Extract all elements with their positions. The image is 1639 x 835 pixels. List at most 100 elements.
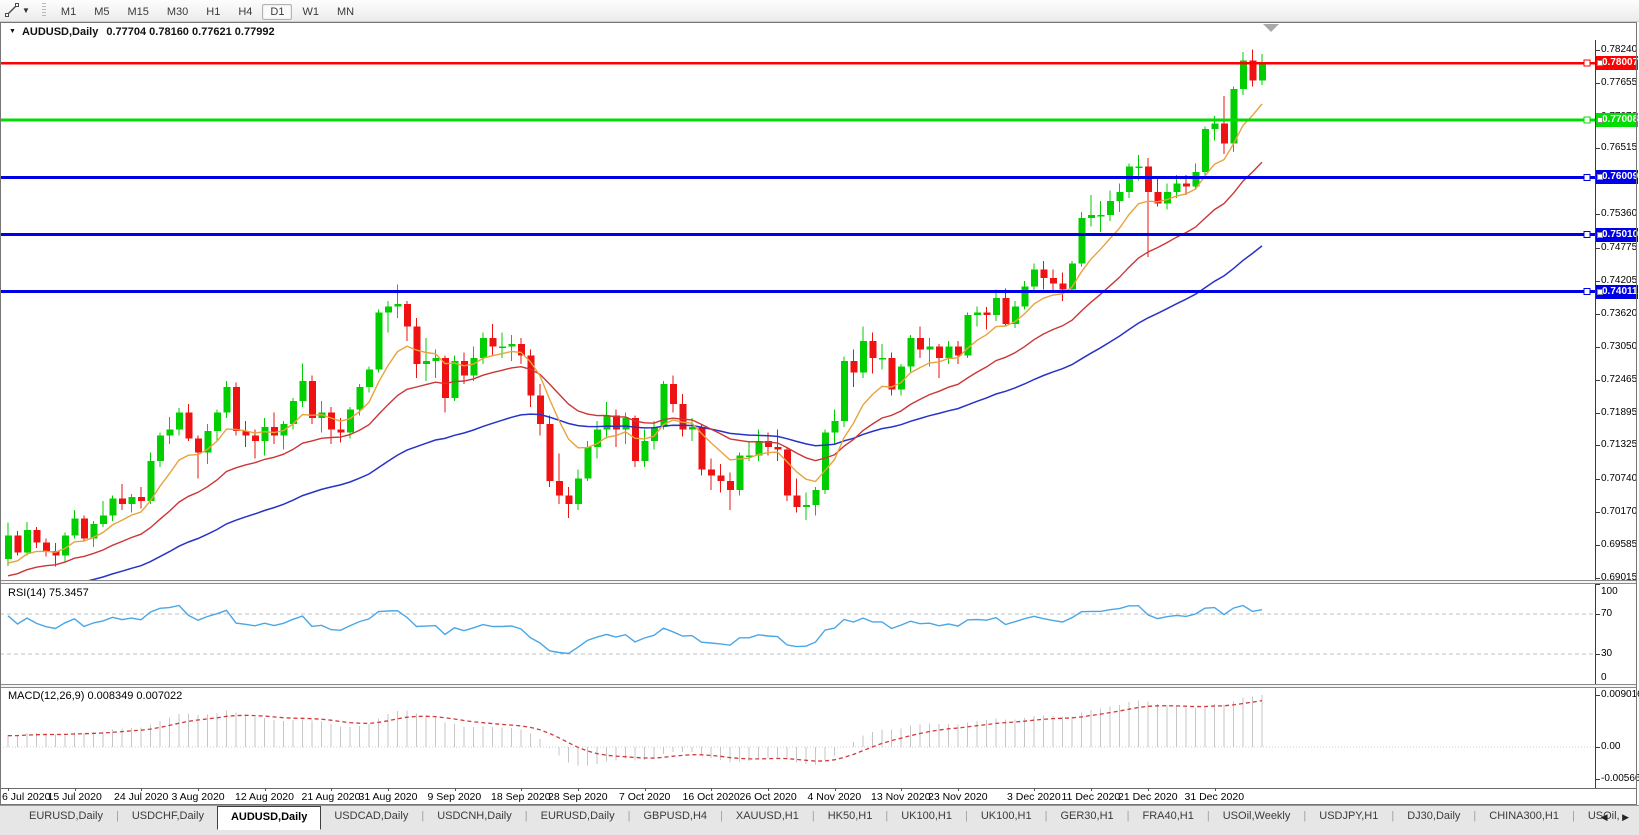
macd-panel[interactable] — [0, 688, 1596, 788]
hline-handle[interactable] — [1583, 288, 1591, 296]
chart-tab-eurusd-daily[interactable]: EURUSD,Daily — [540, 810, 615, 822]
hline-handle[interactable] — [1583, 173, 1591, 181]
price-badge: 0.76009 — [1596, 170, 1638, 185]
rsi-panel[interactable] — [0, 584, 1596, 684]
panel-divider[interactable] — [0, 580, 1637, 584]
timeframe-button-m1[interactable]: M1 — [60, 5, 77, 18]
date-tick-label: 26 Oct 2020 — [739, 791, 797, 803]
date-tick-label: 21 Dec 2020 — [1118, 791, 1178, 803]
panel-divider[interactable] — [0, 684, 1637, 688]
date-tick — [141, 788, 142, 791]
date-tick — [958, 788, 959, 791]
price-tick-label: 0.71325 — [1601, 439, 1638, 451]
tab-separator: | — [1206, 810, 1210, 822]
timeframe-button-m5[interactable]: M5 — [94, 5, 110, 18]
tab-separator: | — [720, 810, 723, 822]
date-tick — [1148, 788, 1149, 791]
timeframe-button-m15[interactable]: M15 — [127, 5, 149, 18]
date-tick — [264, 788, 266, 791]
rsi-line — [7, 604, 1263, 655]
date-tick-label: 7 Oct 2020 — [619, 791, 671, 803]
price-tick-label: 0.73620 — [1601, 308, 1638, 320]
chart-tab-xauusd-h1[interactable]: XAUUSD,H1 — [735, 810, 799, 822]
price-badge: 0.77008 — [1596, 113, 1638, 128]
date-tick-label: 6 Jul 2020 — [2, 791, 51, 803]
date-tick-label: 18 Sep 2020 — [491, 791, 551, 803]
ma-fast-line — [7, 103, 1263, 564]
rsi-tick — [1596, 614, 1600, 615]
chart-ohlc-values: 0.77704 0.78160 0.77621 0.77992 — [106, 25, 275, 38]
chevron-down-icon[interactable]: ▼ — [22, 6, 30, 15]
chart-tab-eurusd-daily[interactable]: EURUSD,Daily — [29, 810, 103, 822]
macd-tick-label: 0.009016 — [1601, 689, 1639, 700]
chart-shift-marker-icon[interactable] — [1263, 24, 1279, 32]
timeframe-button-d1[interactable]: D1 — [262, 3, 293, 20]
price-tick — [1596, 511, 1600, 513]
price-tick-label: 0.77655 — [1601, 77, 1638, 89]
tab-scroll-arrows: ◀ ▶ — [1601, 812, 1635, 823]
date-tick-label: 3 Dec 2020 — [1007, 791, 1061, 803]
timeframe-buttons: M1 M5 M15 M30 H1 H4 D1 W1 MN — [52, 2, 363, 20]
price-tick-label: 0.69015 — [1601, 571, 1638, 583]
chart-tab-fra40-h1[interactable]: FRA40,H1 — [1142, 810, 1194, 822]
chart-tab-audusd-daily[interactable]: AUDUSD,Daily — [216, 806, 322, 830]
rsi-label: RSI(14) 75.3457 — [8, 587, 89, 599]
macd-tick — [1596, 695, 1600, 696]
rsi-tick-label: 0 — [1601, 672, 1607, 683]
tab-separator: | — [524, 810, 528, 822]
price-tick-label: 0.76515 — [1601, 142, 1638, 154]
tab-scroll-right-icon[interactable]: ▶ — [1622, 812, 1635, 822]
macd-tick-label: -0.00566 — [1601, 773, 1639, 784]
date-tick — [711, 788, 712, 791]
tab-separator: | — [964, 810, 968, 822]
timeframe-button-h1[interactable]: H1 — [206, 5, 221, 18]
chart-tab-ger30-h1[interactable]: GER30,H1 — [1060, 810, 1114, 822]
ma-mid-line — [7, 161, 1263, 577]
date-tick-label: 31 Aug 2020 — [358, 791, 418, 803]
date-tick — [1091, 788, 1092, 791]
timeframe-button-w1[interactable]: W1 — [302, 5, 319, 18]
price-tick — [1596, 148, 1600, 150]
hline-handle[interactable] — [1583, 59, 1591, 67]
chart-tab-usdcnh-daily[interactable]: USDCNH,Daily — [437, 810, 512, 822]
tab-separator: | — [627, 810, 631, 822]
date-tick-label: 12 Aug 2020 — [235, 791, 294, 803]
chart-tab-usoil-weekly[interactable]: USOil,Weekly — [1222, 810, 1291, 822]
chart-tab-usdchf-daily[interactable]: USDCHF,Daily — [131, 810, 204, 822]
date-tick — [454, 788, 456, 791]
hline-handle[interactable] — [1583, 231, 1591, 239]
price-badge: 0.75010 — [1596, 227, 1638, 242]
date-tick — [1214, 788, 1216, 791]
timeframe-button-mn[interactable]: MN — [336, 5, 355, 18]
price-tick — [1596, 83, 1600, 85]
date-tick-label: 4 Nov 2020 — [807, 791, 862, 803]
chart-tab-usoil-[interactable]: USOil, — [1587, 810, 1620, 822]
chart-tab-gbpusd-h4[interactable]: GBPUSD,H4 — [643, 810, 708, 822]
tab-scroll-left-icon[interactable]: ◀ — [1600, 812, 1614, 822]
chart-tab-china300-h1[interactable]: CHINA300,H1 — [1489, 810, 1559, 822]
date-tick-label: 9 Sep 2020 — [427, 791, 482, 803]
date-tick — [8, 788, 9, 791]
line-studies-icon[interactable] — [4, 3, 20, 18]
chart-tab-uk100-h1[interactable]: UK100,H1 — [980, 810, 1032, 822]
tab-separator: | — [1303, 810, 1307, 822]
tab-separator: | — [885, 810, 889, 822]
chart-tabs-bar: EURUSD,Daily | USDCHF,Daily AUDUSD,Daily USD… — [0, 805, 1639, 835]
chart-tab-usdcad-daily[interactable]: USDCAD,Daily — [334, 810, 409, 822]
chart-tab-usdjpy-h1[interactable]: USDJPY,H1 — [1319, 810, 1379, 822]
chart-tab-dj30-daily[interactable]: DJ30,Daily — [1407, 810, 1461, 822]
main-chart-panel[interactable] — [0, 40, 1596, 580]
timeframe-button-m30[interactable]: M30 — [166, 5, 189, 18]
macd-tick — [1596, 747, 1600, 748]
price-tick — [1596, 280, 1600, 282]
chart-tab-uk100-h1[interactable]: UK100,H1 — [901, 810, 952, 822]
price-tick-label: 0.74775 — [1601, 241, 1638, 253]
horizontal-lines[interactable] — [0, 59, 1596, 296]
date-tick-label: 3 Aug 2020 — [171, 791, 225, 803]
hline-handle[interactable] — [1583, 116, 1591, 124]
window-menu-icon[interactable]: ▼ — [9, 28, 16, 35]
tab-separator: | — [1126, 810, 1130, 822]
chart-tab-hk50-h1[interactable]: HK50,H1 — [827, 810, 873, 822]
timeframe-button-h4[interactable]: H4 — [238, 5, 253, 18]
